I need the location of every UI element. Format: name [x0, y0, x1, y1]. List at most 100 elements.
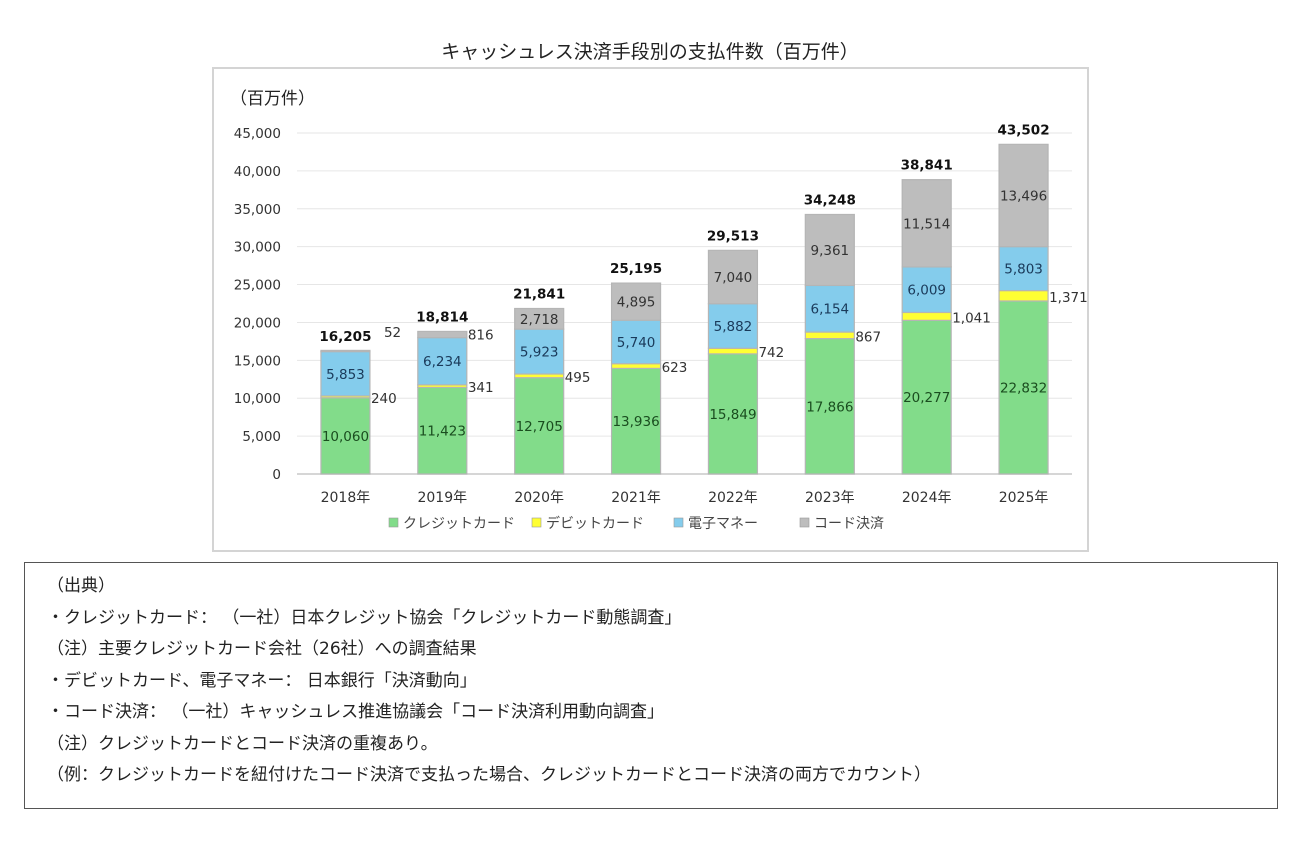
data-label: 341 [468, 380, 494, 396]
x-tick-label: 2023年 [805, 490, 855, 506]
y-tick-label: 15,000 [234, 353, 281, 369]
bar-segment-credit [901, 319, 952, 475]
bar-segment-debit [707, 347, 759, 355]
data-label: 623 [662, 360, 688, 376]
bar-segment-credit [514, 377, 565, 475]
data-label: 5,803 [1004, 262, 1043, 278]
bar-segment-code [901, 179, 952, 268]
data-label: 1,041 [952, 310, 991, 326]
bar-segment-emoney [998, 246, 1049, 292]
y-tick-label: 0 [272, 467, 281, 483]
data-label: 6,154 [810, 302, 849, 318]
bar-segment-code [320, 349, 371, 353]
y-tick-label: 40,000 [234, 164, 281, 180]
data-label: 17,866 [806, 399, 853, 415]
bar-segment-debit [901, 311, 952, 321]
y-tick-label: 5,000 [242, 429, 281, 445]
bar-segment-credit [707, 353, 759, 475]
note-line: （出典） [47, 576, 115, 596]
y-tick-label: 20,000 [234, 315, 281, 331]
bar-segment-emoney [901, 266, 952, 314]
bar-segment-code [610, 282, 662, 321]
data-label: 495 [565, 370, 591, 386]
data-label: 20,277 [903, 390, 950, 406]
bar-segment-emoney [320, 350, 371, 397]
legend-label: デビットカード [546, 515, 644, 532]
data-label: 867 [855, 329, 881, 345]
legend-swatch [531, 517, 542, 528]
data-label: 13,936 [612, 414, 659, 430]
data-label: 1,371 [1049, 290, 1088, 306]
note-line: ・デビットカード、電子マネー： 日本銀行「決済動向」 [47, 670, 477, 691]
data-label: 4,895 [617, 295, 656, 311]
data-label: 6,009 [907, 283, 946, 299]
legend-swatch [799, 517, 810, 528]
bar-segment-emoney [804, 284, 855, 333]
data-label: 7,040 [714, 270, 753, 286]
data-label: 11,514 [903, 216, 950, 232]
y-tick-label: 35,000 [234, 202, 281, 218]
data-label: 10,060 [322, 429, 369, 445]
data-label: 52 [384, 325, 401, 341]
data-label: 9,361 [810, 243, 849, 259]
data-label: 5,882 [714, 319, 753, 335]
data-label: 816 [468, 328, 494, 344]
x-tick-label: 2021年 [611, 490, 661, 506]
x-tick-label: 2020年 [514, 490, 564, 506]
legend-label: コード決済 [814, 516, 884, 532]
bar-segment-debit [998, 289, 1049, 302]
legend-swatch [388, 517, 399, 528]
y-tick-label: 10,000 [234, 391, 281, 407]
bar-segment-credit [804, 338, 855, 475]
bar-segment-code [804, 213, 855, 287]
total-label: 21,841 [513, 286, 565, 302]
note-line: （例：クレジットカードを紐付けたコード決済で支払った場合、クレジットカードとコー… [47, 765, 931, 785]
note-line: ・コード決済： （一社）キャッシュレス推進協議会「コード決済利用動向調査」 [47, 702, 665, 722]
total-label: 29,513 [707, 228, 759, 244]
x-tick-label: 2025年 [999, 490, 1049, 506]
bar-segment-code [707, 249, 759, 305]
bar-segment-debit [610, 363, 662, 369]
total-label: 43,502 [998, 122, 1050, 138]
y-tick-label: 45,000 [234, 126, 281, 142]
data-label: 22,832 [1000, 380, 1047, 396]
legend-label: クレジットカード [403, 516, 515, 532]
data-label: 240 [371, 391, 397, 407]
y-tick-label: 25,000 [234, 278, 281, 294]
bar-segment-code [417, 330, 468, 339]
data-label: 11,423 [419, 424, 466, 440]
total-label: 38,841 [901, 158, 953, 174]
data-label: 742 [758, 345, 784, 361]
data-label: 5,740 [617, 335, 656, 351]
note-line: （注）クレジットカードとコード決済の重複あり。 [47, 733, 438, 754]
x-tick-label: 2018年 [321, 490, 371, 506]
y-unit-label: （百万件） [230, 89, 315, 109]
bar-segment-code [998, 143, 1049, 248]
bar-segment-emoney [514, 328, 565, 375]
bar-segment-credit [998, 300, 1049, 475]
data-label: 12,705 [516, 419, 563, 435]
total-label: 18,814 [416, 309, 468, 325]
legend-label: 電子マネー [688, 516, 758, 532]
x-tick-label: 2024年 [902, 490, 952, 506]
total-label: 16,205 [319, 329, 371, 345]
legend-swatch [673, 517, 684, 528]
data-label: 6,234 [423, 354, 462, 370]
data-label: 15,849 [709, 407, 756, 423]
page-title: キャッシュレス決済手段別の支払件数（百万件） [441, 41, 859, 63]
total-label: 25,195 [610, 261, 662, 277]
stacked-bar-chart: （百万件） 0 5,000 10,000 15,000 20,000 25,000 30,00… [230, 89, 1088, 532]
source-notes-box: （出典） ・クレジットカード： （一社）日本クレジット協会「クレジットカード動態… [24, 562, 1278, 809]
total-label: 34,248 [804, 192, 856, 208]
x-tick-label: 2019年 [417, 490, 467, 506]
bar-segment-credit [610, 367, 662, 475]
bar-segment-emoney [707, 303, 759, 349]
data-label: 13,496 [1000, 188, 1047, 204]
bar-segment-code [514, 307, 565, 330]
note-line: （注）主要クレジットカード会社（26社）への調査結果 [47, 639, 477, 659]
y-tick-label: 30,000 [234, 240, 281, 256]
bar-segment-debit [804, 331, 855, 340]
bar-segment-credit [417, 386, 468, 475]
x-tick-label: 2022年 [708, 490, 758, 506]
note-line: ・クレジットカード： （一社）日本クレジット協会「クレジットカード動態調査」 [47, 607, 682, 628]
